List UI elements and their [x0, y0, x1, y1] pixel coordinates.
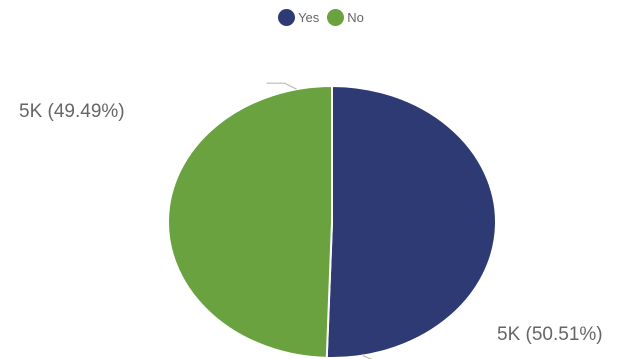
legend-swatch-no	[327, 9, 345, 26]
data-label-no: 5K (49.49%)	[19, 101, 125, 122]
chart-legend: Yes No	[0, 9, 642, 26]
pie-slice-yes[interactable]	[325, 84, 497, 359]
legend-item-yes[interactable]: Yes	[278, 9, 319, 26]
legend-swatch-yes	[278, 9, 296, 26]
pie-slice-no[interactable]	[167, 84, 333, 359]
legend-label-yes: Yes	[298, 10, 320, 25]
legend-item-no[interactable]: No	[327, 9, 364, 26]
leader-line-yes	[362, 355, 373, 359]
leader-line-no	[266, 82, 297, 90]
legend-label-no: No	[347, 10, 364, 25]
data-label-yes: 5K (50.51%)	[497, 324, 603, 345]
